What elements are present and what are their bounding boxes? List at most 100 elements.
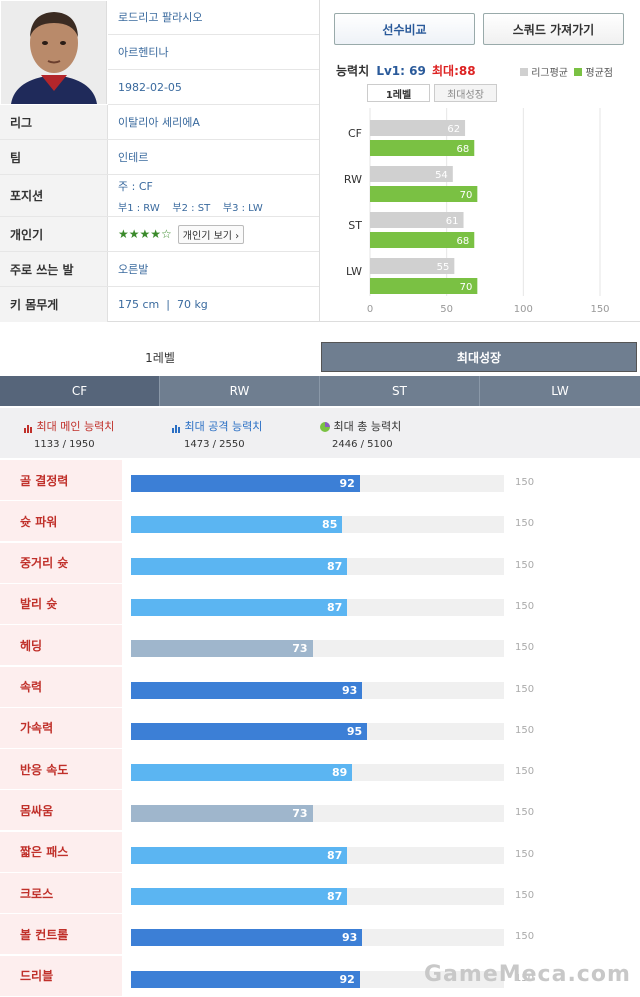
stat-bar: 87	[131, 598, 348, 616]
chart-bar-label: 61	[446, 216, 459, 227]
tab-level1[interactable]: 1레벨	[145, 350, 175, 365]
squad-button[interactable]: 스쿼드 가져가기	[483, 13, 624, 45]
stat-row: 중거리 슛 87 150	[0, 542, 640, 584]
chart-bar-label: 68	[457, 144, 470, 155]
stat-track: 87	[131, 557, 504, 575]
info-row-league: 리그 이탈리아 세리에A	[0, 105, 319, 140]
position-subs: 부1 : RW 부2 : ST 부3 : LW	[118, 203, 263, 214]
player-info-table: 로드리고 팔라시오 아르헨티나 1982-02-05 리그 이탈리아 세리에A 팀…	[0, 0, 320, 322]
stat-label: 슛 파워	[0, 501, 122, 543]
chart-bar-league	[370, 120, 466, 136]
chart-category-label: LW	[346, 265, 362, 278]
stat-label: 중거리 슛	[0, 542, 122, 584]
legend-swatch-avg	[574, 68, 583, 76]
tab-pos-lw[interactable]: LW	[480, 376, 640, 406]
stat-row: 발리 슛 87 150	[0, 583, 640, 625]
stat-max: 150	[515, 683, 535, 695]
summary-bar: 최대 메인 능력치 1133 / 1950 최대 공격 능력치 1473 / 2…	[0, 408, 640, 458]
attack-chart-icon	[172, 423, 181, 433]
stat-max: 150	[515, 518, 535, 530]
compare-button[interactable]: 선수비교	[334, 13, 475, 45]
player-photo	[1, 1, 107, 104]
summary-main: 최대 메인 능력치 1133 / 1950	[24, 418, 114, 450]
stat-label: 몸싸움	[0, 790, 122, 832]
stat-track: 73	[131, 640, 504, 658]
stat-bar: 93	[131, 929, 363, 947]
stat-track: 87	[131, 846, 504, 864]
chart-bar-avg	[370, 278, 478, 294]
chart-bar-league	[370, 166, 453, 182]
legend-swatch-league	[520, 68, 528, 76]
stat-track: 89	[131, 764, 504, 782]
bar-chart-icon	[24, 423, 33, 433]
chart-bar-label: 54	[435, 170, 448, 181]
stat-bar: 73	[131, 805, 313, 823]
stat-max: 150	[515, 972, 535, 984]
chart-bar-league	[370, 258, 455, 274]
stat-max: 150	[515, 559, 535, 571]
skill-stars: ★★★★☆	[118, 227, 172, 241]
pie-chart-icon	[320, 422, 330, 432]
chart-bar-label: 55	[437, 262, 450, 273]
stat-row: 속력 93 150	[0, 666, 640, 708]
chart-bar-avg	[370, 186, 478, 202]
stat-bar: 87	[131, 888, 348, 905]
chart-category-label: RW	[344, 173, 362, 186]
stat-max: 150	[515, 890, 535, 901]
summary-attack: 최대 공격 능력치 1473 / 2550	[172, 418, 262, 450]
stat-row: 반응 속도 89 150	[0, 749, 640, 791]
stat-max: 150	[515, 724, 535, 736]
stat-row: 짧은 패스 87 150	[0, 831, 640, 873]
chart-x-tick: 0	[367, 304, 373, 315]
chart-bar-label: 70	[460, 190, 473, 201]
stat-track: 95	[131, 722, 504, 740]
tab-ability-max[interactable]: 최대성장	[434, 84, 497, 102]
tab-pos-st[interactable]: ST	[320, 376, 480, 406]
skill-view-button[interactable]: 개인기 보기 ›	[177, 224, 245, 244]
tab-pos-rw[interactable]: RW	[160, 376, 320, 406]
stat-track: 92	[131, 475, 504, 492]
stat-max: 150	[515, 931, 535, 943]
stat-label: 드리블	[0, 955, 122, 997]
stat-row: 헤딩 73 150	[0, 625, 640, 667]
chart-bar-avg	[370, 140, 475, 156]
stat-track: 92	[131, 970, 504, 988]
stat-max: 150	[515, 766, 535, 778]
stat-label: 속력	[0, 666, 122, 708]
ability-header: 능력치 Lv1: 69 최대:88	[336, 64, 476, 78]
stat-bar: 87	[131, 557, 348, 575]
chart-legend: 리그평균 평균점	[520, 64, 613, 79]
stat-bar: 93	[131, 681, 363, 699]
stat-max: 150	[515, 477, 535, 488]
stat-bar: 87	[131, 846, 348, 864]
stat-max: 150	[515, 848, 535, 860]
stat-row: 가속력 95 150	[0, 707, 640, 749]
stat-label: 반응 속도	[0, 749, 122, 791]
stat-track: 85	[131, 516, 504, 534]
watermark-logo: GameMeca.com	[424, 962, 631, 987]
stat-label: 골 결정력	[0, 460, 122, 501]
stat-list: 골 결정력 92 150 슛 파워 85 150 중거리 슛 87 150 발리 슛 …	[0, 460, 640, 997]
player-birth: 1982-02-05	[118, 80, 182, 94]
ability-chart: 0 50 100 150 CF 62 68 RW 54 70 ST 61 68 LW 55 70	[344, 108, 610, 315]
stat-label: 짧은 패스	[0, 831, 122, 873]
stat-label: 볼 컨트롤	[0, 914, 122, 956]
info-row-team: 팀 인테르	[0, 140, 319, 175]
stat-bar: 92	[131, 475, 360, 492]
chart-bar-league	[370, 212, 464, 228]
stat-track: 73	[131, 805, 504, 823]
tab-pos-cf[interactable]: CF	[0, 376, 160, 406]
chart-x-tick: 50	[440, 304, 453, 315]
chart-bar-label: 62	[447, 124, 460, 135]
tab-max-growth[interactable]: 최대성장	[321, 342, 637, 372]
chart-x-tick: 100	[514, 304, 533, 315]
info-row-skill: 개인기 ★★★★☆ 개인기 보기 ›	[0, 217, 319, 252]
info-row-position: 포지션 주 : CF 부1 : RW 부2 : ST 부3 : LW	[0, 175, 319, 217]
stat-bar: 85	[131, 516, 343, 534]
tab-ability-lv1[interactable]: 1레벨	[367, 84, 430, 102]
stat-label: 헤딩	[0, 625, 122, 667]
stat-row: 크로스 87 150	[0, 873, 640, 914]
stat-row: 골 결정력 92 150	[0, 460, 640, 501]
stat-bar: 73	[131, 640, 313, 658]
stat-row: 볼 컨트롤 93 150	[0, 914, 640, 956]
